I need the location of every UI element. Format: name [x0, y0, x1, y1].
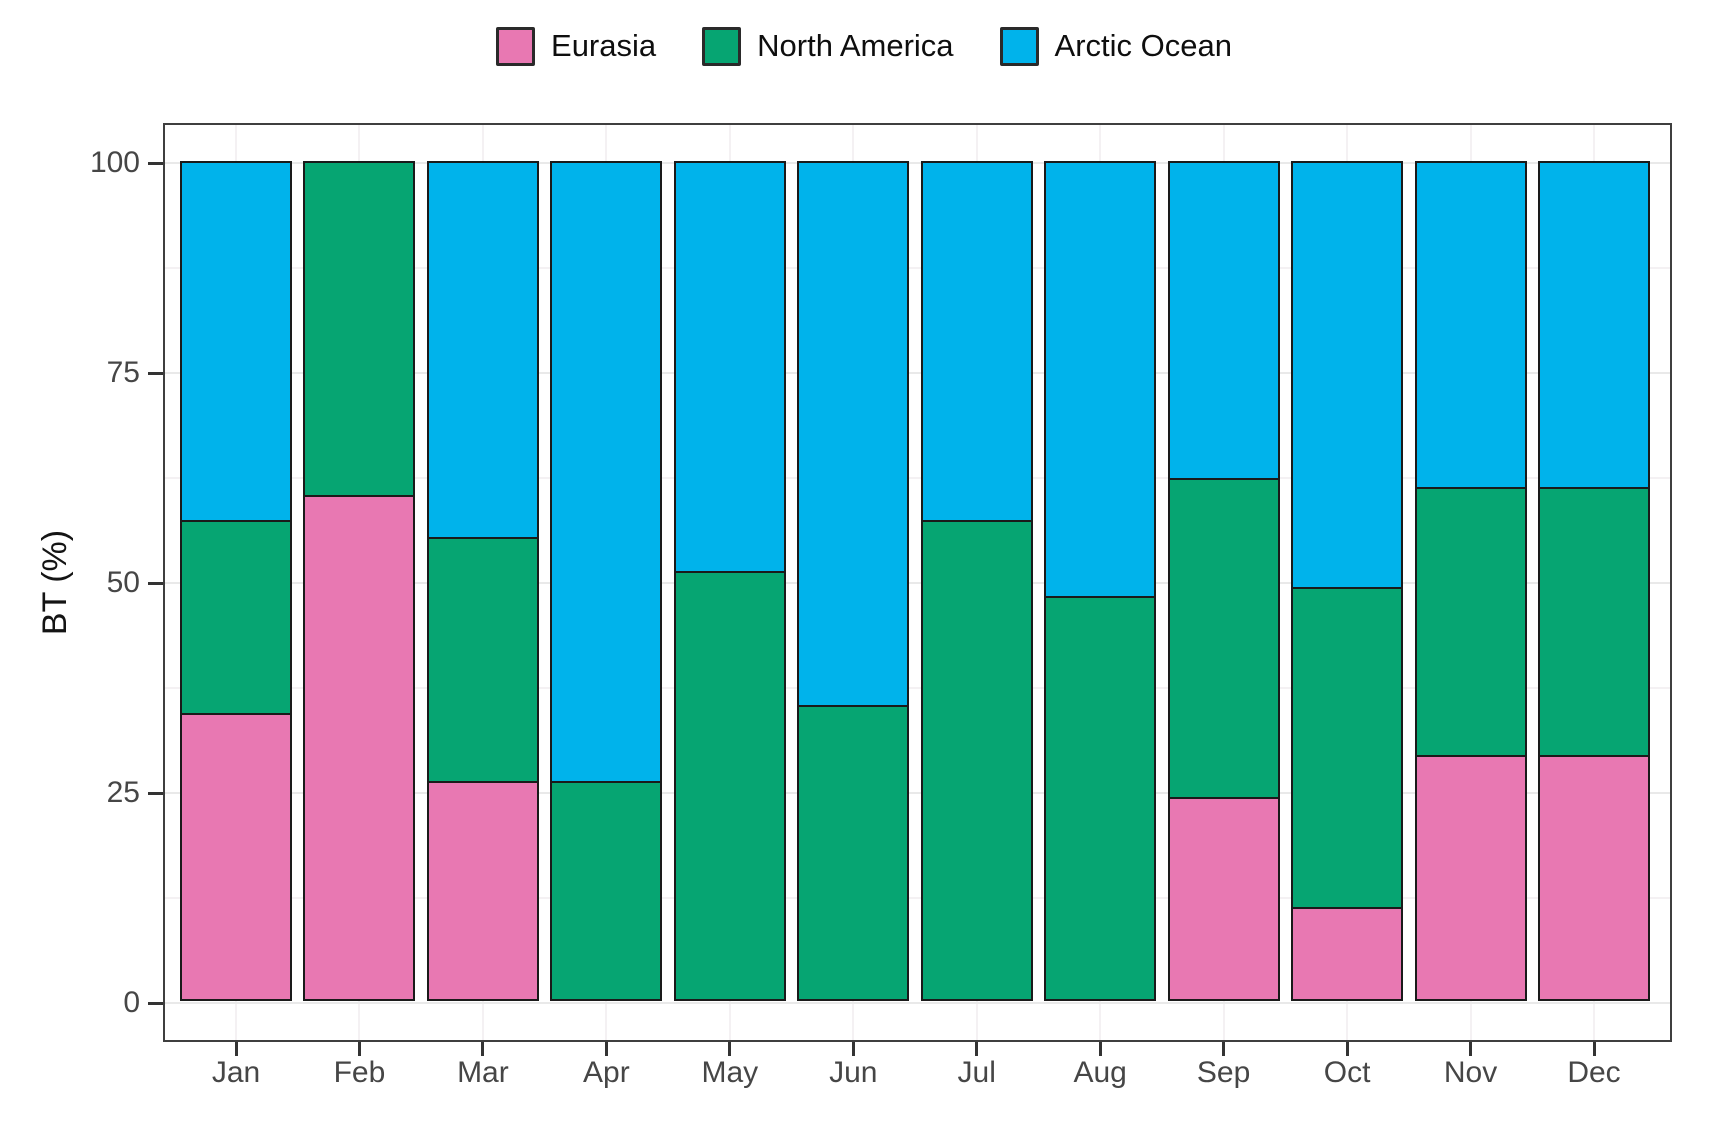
bar-segment-north-america: [1414, 486, 1527, 758]
x-tick-label: Feb: [333, 1056, 386, 1089]
bar-segment-north-america: [1291, 587, 1404, 909]
gridline-major: [165, 372, 1670, 374]
x-tick-mark: [1222, 1042, 1226, 1056]
bar-segment-north-america: [1538, 486, 1650, 758]
x-tick-label: Jan: [211, 1056, 261, 1089]
plot-panel: [163, 123, 1672, 1042]
bar-segment-arctic-ocean: [797, 161, 910, 707]
legend-item-north-america: North America: [702, 26, 954, 66]
bar-jun: [797, 161, 910, 1001]
x-tick-mark: [1098, 1042, 1102, 1056]
bar-aug: [1044, 161, 1157, 1001]
bar-segment-eurasia: [1291, 906, 1404, 1001]
x-tick-label: May: [701, 1056, 759, 1089]
bar-segment-north-america: [797, 705, 910, 1001]
bar-segment-arctic-ocean: [920, 161, 1033, 523]
x-tick-label: Dec: [1567, 1056, 1621, 1089]
legend-swatch: [999, 26, 1039, 66]
bar-may: [673, 161, 786, 1001]
gridline-minor: [165, 477, 1670, 479]
bar-segment-north-america: [673, 570, 786, 1001]
bar-segment-arctic-ocean: [1167, 161, 1280, 481]
bar-oct: [1291, 161, 1404, 1001]
gridline-minor: [165, 897, 1670, 899]
gridline-minor: [165, 267, 1670, 269]
y-tick-label: 50: [106, 566, 140, 599]
legend-swatch: [702, 26, 742, 66]
y-tick-label: 75: [106, 356, 140, 389]
x-tick-mark: [1345, 1042, 1349, 1056]
bar-segment-arctic-ocean: [426, 161, 539, 540]
bar-dec: [1538, 161, 1650, 1001]
x-tick-label: Jun: [829, 1056, 878, 1089]
bar-segment-arctic-ocean: [1538, 161, 1650, 489]
x-tick-label: Apr: [583, 1056, 630, 1089]
x-tick-mark: [234, 1042, 238, 1056]
x-tick-mark: [357, 1042, 361, 1056]
x-tick-label: Nov: [1443, 1056, 1498, 1089]
legend-label: Arctic Ocean: [1054, 28, 1232, 63]
legend-item-arctic-ocean: Arctic Ocean: [999, 26, 1232, 66]
bar-jan: [180, 161, 292, 1001]
bar-segment-eurasia: [426, 780, 539, 1001]
bar-apr: [550, 161, 663, 1001]
bar-feb: [303, 161, 416, 1001]
bar-segment-north-america: [550, 780, 663, 1001]
x-tick-mark: [728, 1042, 732, 1056]
bar-segment-arctic-ocean: [1291, 161, 1404, 590]
bar-sep: [1167, 161, 1280, 1001]
bar-segment-eurasia: [303, 495, 416, 1001]
bar-nov: [1414, 161, 1527, 1001]
x-tick-mark: [481, 1042, 485, 1056]
x-tick-label: Jul: [957, 1056, 996, 1089]
gridline-major: [165, 162, 1670, 164]
x-tick-mark: [1469, 1042, 1473, 1056]
y-tick-mark: [148, 581, 163, 585]
y-tick-label: 100: [89, 146, 140, 179]
x-tick-label: Mar: [457, 1056, 509, 1089]
bar-segment-arctic-ocean: [1414, 161, 1527, 489]
bar-jul: [920, 161, 1033, 1001]
bar-segment-arctic-ocean: [1044, 161, 1157, 598]
bar-segment-eurasia: [180, 713, 292, 1001]
x-tick-label: Aug: [1073, 1056, 1127, 1089]
bar-segment-eurasia: [1538, 755, 1650, 1001]
bar-segment-north-america: [1167, 478, 1280, 800]
y-tick-label: 0: [123, 986, 140, 1019]
y-tick-mark: [148, 371, 163, 375]
x-tick-mark: [975, 1042, 979, 1056]
gridline-major: [165, 1002, 1670, 1004]
y-tick-mark: [148, 1001, 163, 1005]
legend-label: North America: [757, 28, 954, 63]
gridline-minor: [165, 687, 1670, 689]
bar-mar: [426, 161, 539, 1001]
x-tick-label: Oct: [1323, 1056, 1371, 1089]
bar-segment-arctic-ocean: [180, 161, 292, 523]
y-tick-label: 25: [106, 776, 140, 809]
x-tick-mark: [1592, 1042, 1596, 1056]
bar-segment-arctic-ocean: [673, 161, 786, 573]
bar-segment-arctic-ocean: [550, 161, 663, 783]
x-tick-mark: [851, 1042, 855, 1056]
bar-segment-north-america: [426, 537, 539, 783]
legend-label: Eurasia: [551, 28, 657, 63]
x-tick-mark: [604, 1042, 608, 1056]
legend-item-eurasia: Eurasia: [496, 26, 657, 66]
y-tick-mark: [148, 791, 163, 795]
bar-segment-north-america: [920, 520, 1033, 1001]
bar-segment-eurasia: [1167, 797, 1280, 1001]
bar-segment-north-america: [1044, 595, 1157, 1001]
x-tick-label: Sep: [1196, 1056, 1251, 1089]
legend: Eurasia North America Arctic Ocean: [0, 18, 1728, 74]
bar-segment-north-america: [180, 520, 292, 716]
bar-segment-north-america: [303, 161, 416, 497]
gridline-major: [165, 582, 1670, 584]
y-tick-mark: [148, 161, 163, 165]
legend-swatch: [496, 26, 536, 66]
gridline-major: [165, 792, 1670, 794]
bar-segment-eurasia: [1414, 755, 1527, 1001]
